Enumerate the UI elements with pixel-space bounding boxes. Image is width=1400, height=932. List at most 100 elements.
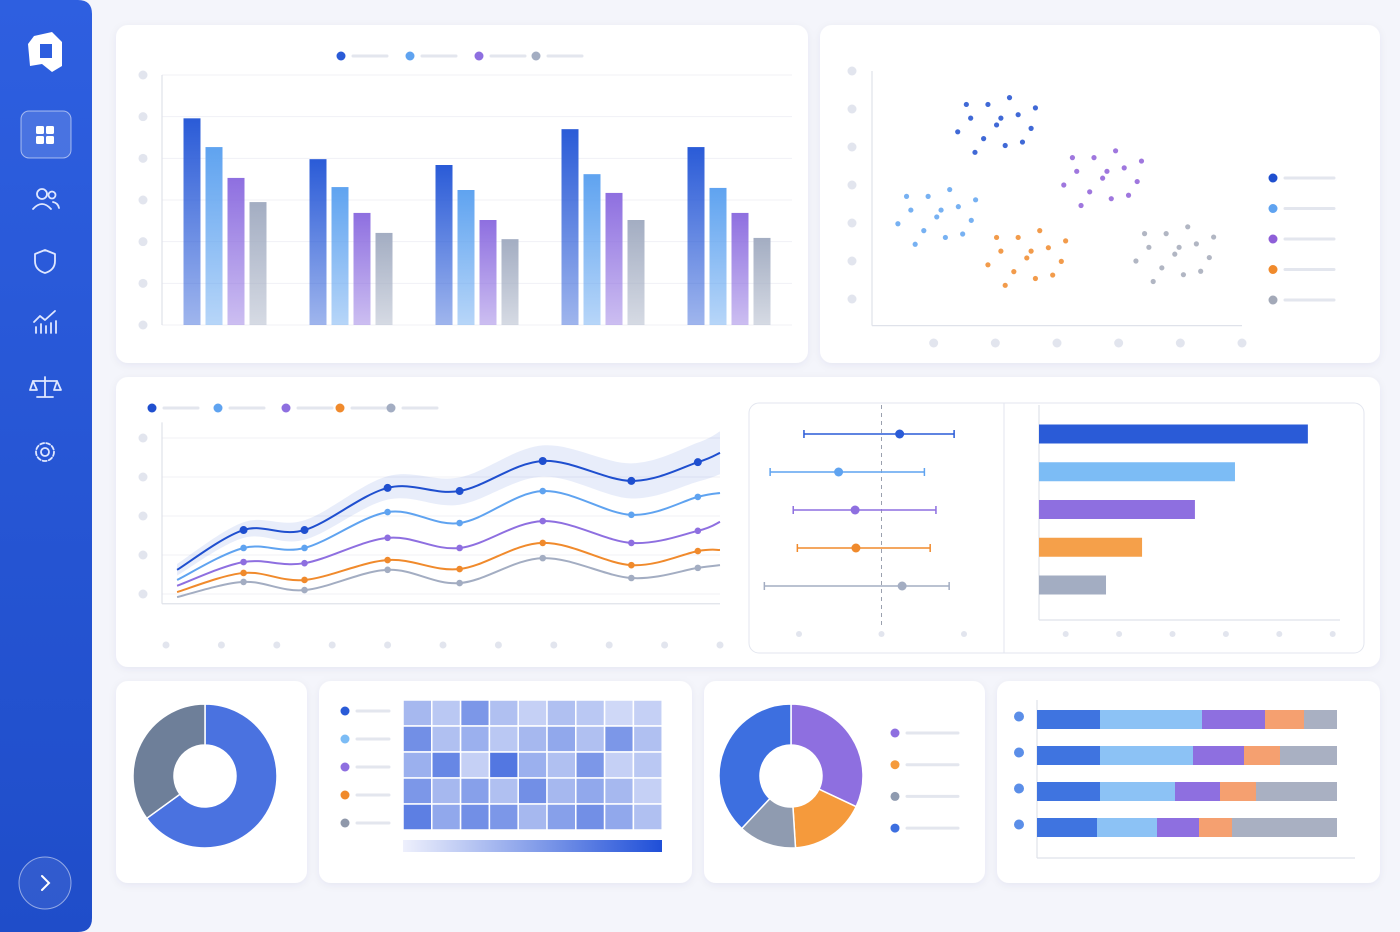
heatmap-cell [632, 699, 663, 727]
scatter-point [1172, 251, 1178, 257]
line-marker [628, 574, 635, 582]
stacked-segment [1100, 746, 1193, 765]
nav-security[interactable] [34, 249, 56, 274]
scatter-point [1100, 175, 1106, 181]
point-estimate [897, 581, 907, 591]
heatmap-cell [632, 803, 663, 831]
row-marker [1014, 819, 1024, 830]
tick-mark [138, 70, 148, 80]
heatmap-cell [575, 751, 606, 779]
stacked-segment [1100, 782, 1175, 801]
tick-mark [847, 104, 857, 114]
legend-marker [1268, 295, 1278, 305]
line-marker [694, 527, 702, 535]
scatter-point [903, 193, 910, 199]
line-marker [456, 544, 463, 552]
stacked-segment [1157, 818, 1199, 837]
donut-slice [790, 703, 864, 808]
line-marker [383, 483, 392, 492]
heatmap-cell [575, 699, 606, 727]
scatter-point [1045, 245, 1051, 251]
tick-mark [1329, 631, 1336, 637]
legend-marker [335, 403, 345, 413]
bar [731, 212, 749, 325]
donut-slice [132, 703, 206, 820]
scatter-point [1091, 155, 1097, 161]
scatter-point [968, 217, 974, 223]
heatmap-cell [517, 751, 548, 779]
tick-mark [162, 641, 170, 649]
scatter-point [973, 197, 979, 203]
tick-mark [847, 142, 857, 152]
heatmap-cell [632, 751, 663, 779]
logo[interactable] [28, 32, 62, 72]
scatter-point [1121, 165, 1127, 171]
line-marker [539, 539, 547, 547]
legend-marker [890, 791, 900, 801]
scatter-point [925, 193, 931, 199]
tick-mark [847, 294, 857, 304]
legend-marker [474, 51, 484, 61]
scatter-point [1146, 244, 1152, 250]
tick-mark [1052, 338, 1062, 348]
nav-analytics[interactable] [33, 310, 57, 334]
line-marker [628, 561, 635, 569]
legend-marker [1268, 173, 1278, 183]
colorbar [403, 840, 662, 852]
heatmap-cell [488, 751, 519, 779]
expand-button[interactable] [18, 856, 72, 910]
scatter-point [921, 228, 927, 234]
line-marker [455, 487, 464, 496]
heatmap-cell [431, 699, 462, 727]
scatter-point [993, 122, 1000, 128]
scatter-point [895, 221, 901, 227]
line-marker [300, 526, 309, 535]
scatter-point [1134, 178, 1140, 185]
legend-marker [340, 790, 350, 800]
stacked-segment [1220, 782, 1256, 801]
tick-mark [1276, 631, 1283, 637]
tick-mark [328, 641, 336, 649]
nav-users[interactable] [32, 188, 60, 210]
bar [457, 190, 475, 325]
stacked-segment [1232, 818, 1337, 837]
heatmap-cell [546, 751, 577, 779]
scatter-point [1176, 244, 1182, 250]
legend-marker [1268, 234, 1278, 244]
tick-mark [439, 641, 447, 649]
scatter-point [1058, 258, 1064, 264]
dashboard-icon [36, 126, 54, 144]
tick-mark [878, 631, 885, 637]
nav-settings[interactable] [35, 442, 55, 462]
scatter-point [1211, 234, 1217, 240]
scatter-point [908, 207, 914, 213]
nav-dashboard[interactable] [20, 110, 72, 159]
scatter-point [1108, 196, 1114, 202]
tick-mark [138, 550, 148, 560]
scatter-point [955, 129, 961, 135]
heatmap-cell [402, 725, 433, 753]
tick-mark [384, 641, 392, 649]
scatter-point [1193, 241, 1199, 247]
line-marker [384, 556, 391, 564]
chevron [41, 875, 51, 891]
line-marker [628, 511, 635, 519]
tick-mark [273, 641, 281, 649]
stacked-segment [1280, 746, 1337, 765]
nav-compliance[interactable] [29, 376, 62, 398]
tick-mark [138, 511, 148, 521]
legend-marker [1268, 265, 1278, 274]
scatter-point [1163, 231, 1169, 237]
scatter-point [1061, 182, 1067, 188]
legend-marker [281, 403, 291, 413]
stacked-segment [1100, 710, 1202, 729]
heatmap-cell [603, 777, 635, 805]
heatmap-cell [517, 725, 548, 753]
heatmap-cell [632, 725, 663, 753]
legend-marker [1268, 204, 1278, 213]
scatter-point [968, 115, 974, 121]
line-marker [240, 578, 247, 586]
tick-mark [929, 338, 939, 348]
tick-mark [138, 195, 148, 205]
